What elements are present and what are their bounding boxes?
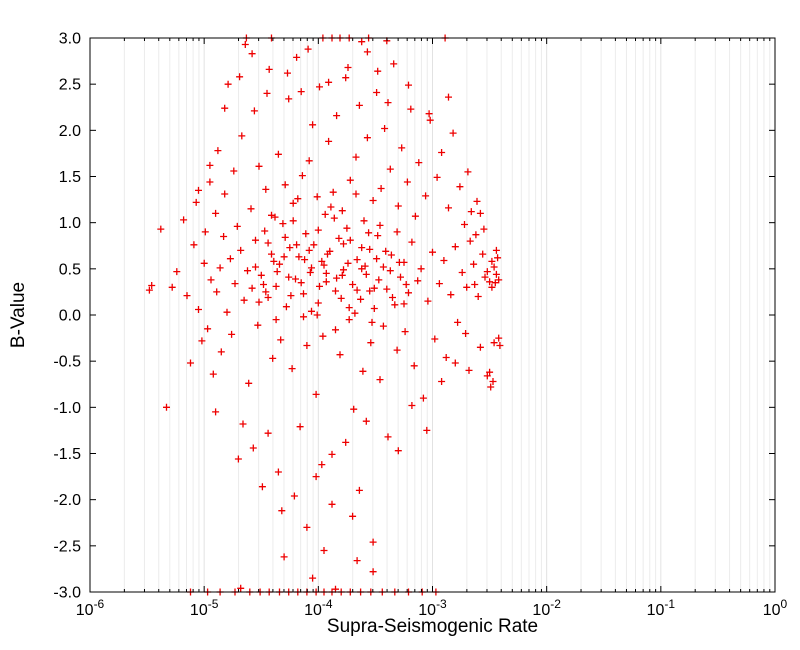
- y-tick-label: 1.5: [59, 169, 81, 186]
- y-tick-label: -0.5: [53, 354, 81, 371]
- y-tick-label: -3.0: [53, 585, 81, 602]
- y-tick-label: 0.5: [59, 261, 81, 278]
- x-tick-label: 10-2: [532, 597, 561, 619]
- x-tick-label: 10-1: [647, 597, 676, 619]
- x-tick-label: 10-5: [190, 597, 219, 619]
- y-tick-label: 2.5: [59, 77, 81, 94]
- plot-border: [89, 37, 776, 593]
- grid-lines: [123, 38, 771, 592]
- x-tick-label: 100: [763, 597, 788, 619]
- y-tick-label: -2.5: [53, 538, 81, 555]
- y-tick-label: -1.0: [53, 400, 81, 417]
- x-tick-label: 10-4: [304, 597, 333, 619]
- y-tick-labels: 3.0 2.5 2.0 1.5 1.0 0.5 0.0 -0.5 -1.0 -1.5 -2.0 -2.…: [53, 31, 81, 602]
- x-tick-labels: 10-6 10-5 10-4 10-3 10-2 10-1 100: [76, 597, 788, 619]
- x-tick-label: 10-6: [76, 597, 105, 619]
- y-axis-label: B-Value: [8, 282, 29, 348]
- y-tick-label: -1.5: [53, 446, 81, 463]
- y-tick-label: 0.0: [59, 308, 81, 325]
- y-tick-label: -2.0: [53, 492, 81, 509]
- y-tick-label: 2.0: [59, 123, 81, 140]
- x-tick-label: 10-3: [418, 597, 447, 619]
- y-tick-label: 1.0: [59, 215, 81, 232]
- x-axis-label: Supra-Seismogenic Rate: [327, 616, 538, 637]
- y-tick-label: 3.0: [59, 31, 81, 48]
